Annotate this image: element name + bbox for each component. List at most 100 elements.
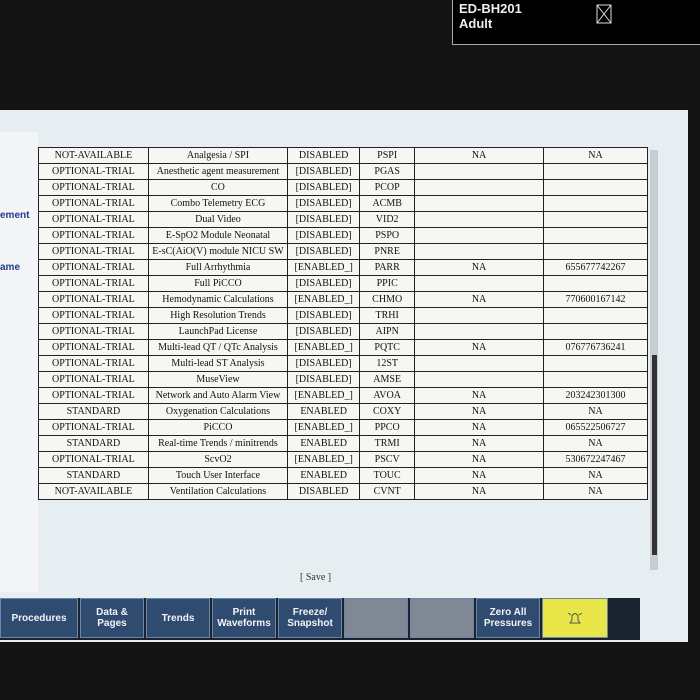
field-b <box>542 195 649 212</box>
code: PPCO <box>359 419 416 436</box>
code: PARR <box>359 259 416 276</box>
license-type: NOT-AVAILABLE <box>38 483 149 500</box>
field-a: NA <box>414 259 544 276</box>
code: PNRE <box>359 243 416 260</box>
field-a: NA <box>414 291 544 308</box>
no-battery-icon <box>596 4 612 24</box>
table-row: STANDARD Oxygenation Calculations ENABLED C… <box>38 403 649 420</box>
feature: E-sC(AiO(V) module NICU SW <box>147 243 289 260</box>
status: [DISABLED] <box>287 195 361 212</box>
field-a <box>414 355 544 372</box>
patient-header: ED-BH201 Adult <box>452 0 700 45</box>
code: PGAS <box>359 163 416 180</box>
table-row: NOT-AVAILABLE Analgesia / SPI DISABLED PSPI… <box>38 147 649 164</box>
status: [ENABLED_] <box>287 291 361 308</box>
feature: Dual Video <box>147 211 289 228</box>
table-row: OPTIONAL-TRIAL PiCCO [ENABLED_] PPCO NA 06552… <box>38 419 649 436</box>
button-bar: Procedures Data & Pages Trends Print Wavefo… <box>0 598 640 640</box>
field-b <box>542 243 649 260</box>
license-type: OPTIONAL-TRIAL <box>38 275 149 292</box>
table-row: OPTIONAL-TRIAL E-SpO2 Module Neonatal [DIS… <box>38 227 649 244</box>
table-row: STANDARD Touch User Interface ENABLED TOUC N… <box>38 467 649 484</box>
field-a: NA <box>414 387 544 404</box>
field-b: 530672247467 <box>542 451 649 468</box>
license-type: OPTIONAL-TRIAL <box>38 419 149 436</box>
status: [DISABLED] <box>287 227 361 244</box>
status: [DISABLED] <box>287 371 361 388</box>
status: [ENABLED_] <box>287 387 361 404</box>
menu-button[interactable]: Procedures <box>0 598 78 638</box>
feature: PiCCO <box>147 419 289 436</box>
field-a <box>414 243 544 260</box>
scroll-thumb[interactable] <box>652 355 657 555</box>
license-type: OPTIONAL-TRIAL <box>38 355 149 372</box>
license-type: OPTIONAL-TRIAL <box>38 195 149 212</box>
status: ENABLED <box>287 435 361 452</box>
field-a <box>414 371 544 388</box>
license-type: OPTIONAL-TRIAL <box>38 211 149 228</box>
code: TRMI <box>359 435 416 452</box>
license-type: OPTIONAL-TRIAL <box>38 163 149 180</box>
field-a: NA <box>414 339 544 356</box>
field-a <box>414 163 544 180</box>
table-row: OPTIONAL-TRIAL Full Arrhythmia [ENABLED_] P… <box>38 259 649 276</box>
status: [DISABLED] <box>287 323 361 340</box>
status: DISABLED <box>287 147 361 164</box>
table-row: OPTIONAL-TRIAL Anesthetic agent measureme… <box>38 163 649 180</box>
feature: Oxygenation Calculations <box>147 403 289 420</box>
license-type: STANDARD <box>38 467 149 484</box>
save-button[interactable]: [ Save ] <box>300 572 332 583</box>
code: AMSE <box>359 371 416 388</box>
field-b: NA <box>542 403 649 420</box>
menu-button[interactable]: Data & Pages <box>80 598 144 638</box>
menu-button[interactable]: Trends <box>146 598 210 638</box>
device-name: ED-BH201 <box>459 1 522 16</box>
status: ENABLED <box>287 467 361 484</box>
field-a: NA <box>414 403 544 420</box>
table-row: OPTIONAL-TRIAL High Resolution Trends [DIS… <box>38 307 649 324</box>
feature: ScvO2 <box>147 451 289 468</box>
license-type: OPTIONAL-TRIAL <box>38 243 149 260</box>
field-b <box>542 323 649 340</box>
status: [DISABLED] <box>287 307 361 324</box>
alarm-button[interactable] <box>542 598 608 638</box>
feature: Full PiCCO <box>147 275 289 292</box>
license-type: OPTIONAL-TRIAL <box>38 307 149 324</box>
status: [DISABLED] <box>287 163 361 180</box>
menu-button[interactable]: Print Waveforms <box>212 598 276 638</box>
field-a: NA <box>414 483 544 500</box>
code: PSPO <box>359 227 416 244</box>
license-type: OPTIONAL-TRIAL <box>38 451 149 468</box>
field-a <box>414 195 544 212</box>
status: ENABLED <box>287 403 361 420</box>
menu-button[interactable]: Zero All Pressures <box>476 598 540 638</box>
code: ACMB <box>359 195 416 212</box>
field-b: 065522506727 <box>542 419 649 436</box>
disabled-button[interactable] <box>410 598 474 638</box>
side-label[interactable]: ame <box>0 262 21 273</box>
patient-type: Adult <box>459 16 493 31</box>
feature: MuseView <box>147 371 289 388</box>
disabled-button[interactable] <box>344 598 408 638</box>
table-row: OPTIONAL-TRIAL Combo Telemetry ECG [DISABL… <box>38 195 649 212</box>
menu-button[interactable]: Freeze/ Snapshot <box>278 598 342 638</box>
code: VID2 <box>359 211 416 228</box>
code: TOUC <box>359 467 416 484</box>
feature: Analgesia / SPI <box>147 147 289 164</box>
field-a <box>414 227 544 244</box>
field-a <box>414 323 544 340</box>
code: 12ST <box>359 355 416 372</box>
table-row: STANDARD Real-time Trends / minitrends ENA… <box>38 435 649 452</box>
side-label[interactable]: ement <box>0 210 30 221</box>
status: [DISABLED] <box>287 243 361 260</box>
code: TRHI <box>359 307 416 324</box>
alarm-icon <box>567 612 583 624</box>
license-type: OPTIONAL-TRIAL <box>38 259 149 276</box>
code: CHMO <box>359 291 416 308</box>
license-type: OPTIONAL-TRIAL <box>38 291 149 308</box>
license-type: OPTIONAL-TRIAL <box>38 387 149 404</box>
field-b: NA <box>542 435 649 452</box>
code: PQTC <box>359 339 416 356</box>
license-type: NOT-AVAILABLE <box>38 147 149 164</box>
feature: Multi-lead ST Analysis <box>147 355 289 372</box>
